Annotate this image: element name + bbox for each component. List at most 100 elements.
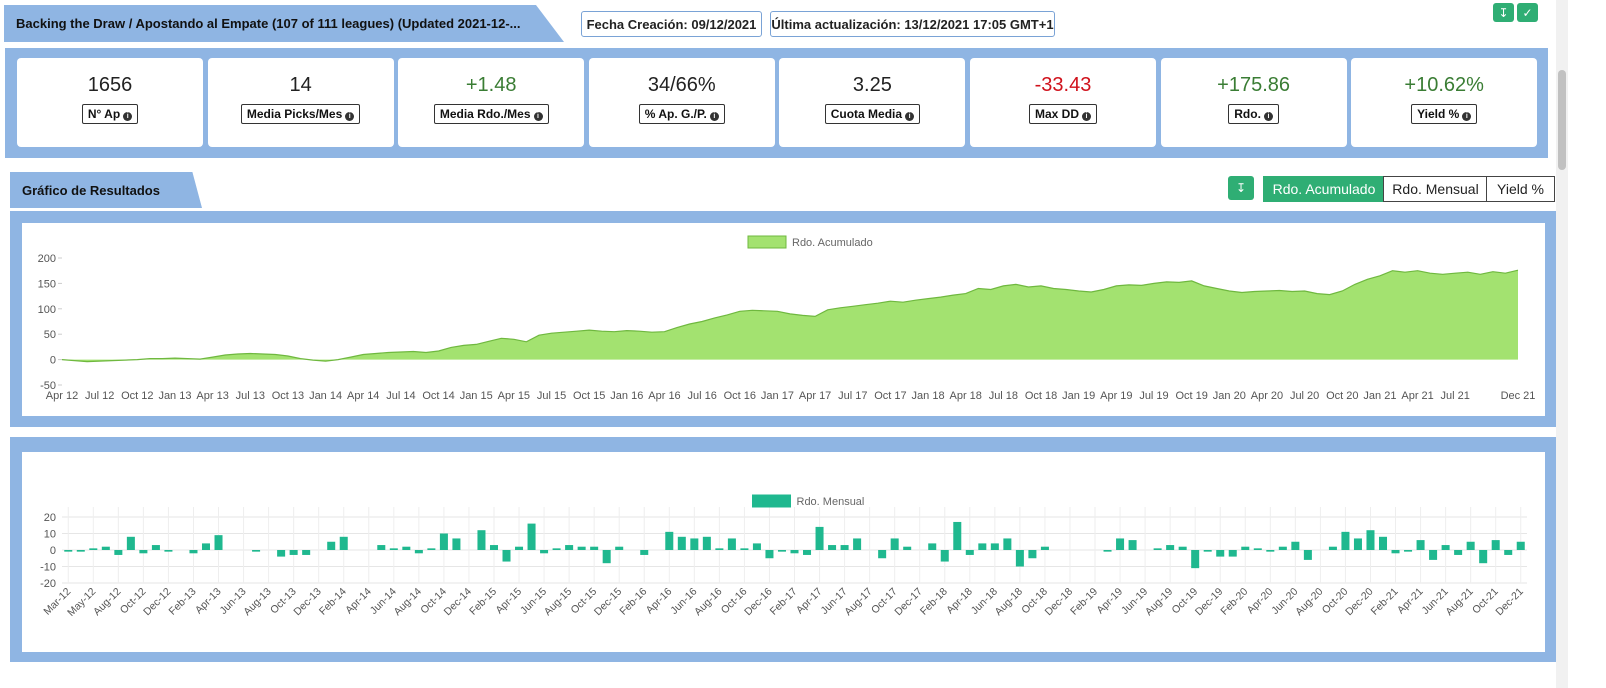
stat-value: +175.86: [1217, 74, 1291, 96]
y-tick-label: 150: [38, 278, 56, 290]
x-tick-label: Oct 13: [272, 390, 304, 402]
x-tick-label: Feb-21: [1369, 586, 1401, 618]
stat-label-text: Max DD: [1034, 107, 1079, 121]
x-tick-label: Apr 15: [498, 390, 530, 402]
bar: [777, 550, 786, 552]
area: [62, 270, 1518, 362]
stat-card: -33.43 Max DD i: [970, 58, 1156, 147]
x-tick-label: Jul 12: [85, 390, 114, 402]
x-tick-label: Apr-15: [493, 586, 524, 617]
x-tick-label: Dec-17: [892, 586, 925, 619]
x-tick-label: Feb-17: [768, 586, 800, 618]
bar: [1491, 540, 1500, 550]
bar: [1378, 536, 1388, 550]
stat-card: 34/66% % Ap. G./P. i: [588, 58, 775, 147]
bar: [126, 536, 135, 550]
bar: [1278, 546, 1287, 550]
line: [61, 269, 1519, 363]
stat-card: +1.48 Media Rdo./Mes i: [398, 58, 585, 147]
x-tick-label: Dec-18: [1043, 586, 1076, 619]
bar: [853, 538, 862, 550]
y-tick-label: 0: [50, 355, 56, 367]
x-tick-label: Feb-19: [1068, 586, 1100, 618]
x-tick-label: Dec-19: [1193, 586, 1226, 619]
bar: [1003, 538, 1012, 550]
download-button[interactable]: ↧: [1493, 3, 1514, 22]
x-tick-label: May-12: [65, 586, 98, 619]
bar: [1128, 540, 1137, 550]
stat-label: Media Picks/Mes i: [240, 104, 361, 124]
bar: [765, 550, 774, 559]
x-tick-label: Apr 17: [799, 390, 831, 402]
bar: [1203, 550, 1212, 552]
chart-panel: -50 0 50 100 150 200 Apr 12 Jul 12 Oct 12 Jan 13 A…: [10, 211, 1556, 427]
bar: [1441, 545, 1450, 550]
bar: [114, 550, 123, 555]
bar: [803, 550, 812, 555]
bar: [1416, 540, 1425, 550]
x-tick-label: Oct 12: [121, 390, 153, 402]
chart-tab[interactable]: Yield %: [1486, 176, 1555, 202]
bar: [1391, 550, 1400, 554]
bar: [1341, 531, 1350, 550]
bar: [1466, 541, 1475, 550]
x-tick-label: Apr 20: [1251, 390, 1283, 402]
info-icon: i: [1082, 112, 1091, 121]
scrollbar-thumb[interactable]: [1558, 70, 1566, 170]
bar: [1303, 550, 1312, 560]
x-tick-label: Jan 15: [460, 390, 493, 402]
x-tick-label: Jan 19: [1062, 390, 1095, 402]
stat-label: Max DD i: [1028, 104, 1097, 124]
bar: [1291, 541, 1300, 550]
x-tick-label: Oct 14: [422, 390, 454, 402]
x-tick-label: Dec-20: [1343, 586, 1376, 619]
stat-label-text: Yield %: [1417, 107, 1460, 121]
x-tick-label: Aug-19: [1143, 586, 1176, 619]
x-tick-label: Oct 16: [724, 390, 756, 402]
bar: [1116, 538, 1125, 550]
x-tick-label: Jul 18: [989, 390, 1018, 402]
x-tick-label: Apr-13: [193, 586, 224, 617]
x-tick-label: Apr 16: [648, 390, 680, 402]
x-tick-label: Jan 16: [610, 390, 643, 402]
y-tick-label: -20: [40, 578, 56, 590]
stat-label-text: Cuota Media: [830, 107, 903, 121]
bar: [151, 545, 160, 550]
chart-tab[interactable]: Rdo. Mensual: [1383, 176, 1488, 202]
x-tick-label: Dec 21: [1501, 390, 1536, 402]
bar: [414, 550, 423, 554]
check-button[interactable]: ✓: [1517, 3, 1538, 22]
y-tick-label: -10: [40, 562, 56, 574]
page-title: Backing the Draw / Apostando al Empate (…: [4, 5, 564, 42]
y-tick-label: -50: [40, 380, 56, 392]
bar: [940, 550, 949, 562]
x-tick-label: Jul 14: [386, 390, 415, 402]
bar: [1166, 545, 1175, 550]
bar: [1266, 550, 1275, 552]
bar: [990, 543, 999, 550]
bar: [389, 548, 398, 550]
bar: [540, 550, 549, 554]
x-tick-label: Dec-12: [141, 586, 174, 619]
bar: [214, 535, 223, 550]
monthly-chart: -20-1001020Mar-12May-12Aug-12Oct-12Dec-1…: [40, 494, 1527, 619]
chart-tab[interactable]: Rdo. Acumulado: [1263, 176, 1385, 202]
scrollbar[interactable]: [1556, 0, 1568, 688]
x-tick-label: Apr 19: [1100, 390, 1132, 402]
stat-card: 14 Media Picks/Mes i: [207, 58, 394, 147]
chart-download-button[interactable]: ↧: [1228, 176, 1254, 200]
x-tick-label: Dec-16: [742, 586, 775, 619]
bar: [577, 546, 586, 550]
bar: [402, 546, 411, 550]
bar: [452, 538, 461, 550]
x-tick-label: Dec-15: [592, 586, 625, 619]
bar: [477, 530, 486, 550]
x-tick-label: Jul 21: [1441, 390, 1470, 402]
x-tick-label: Aug-12: [91, 586, 124, 619]
chart-card: -50 0 50 100 150 200 Apr 12 Jul 12 Oct 12 Jan 13 A…: [22, 223, 1545, 416]
stat-value: +1.48: [465, 74, 517, 96]
x-tick-label: Jul 17: [838, 390, 867, 402]
stat-label: Yield % i: [1411, 104, 1478, 124]
bar: [677, 536, 686, 550]
x-tick-label: Jul 13: [236, 390, 265, 402]
